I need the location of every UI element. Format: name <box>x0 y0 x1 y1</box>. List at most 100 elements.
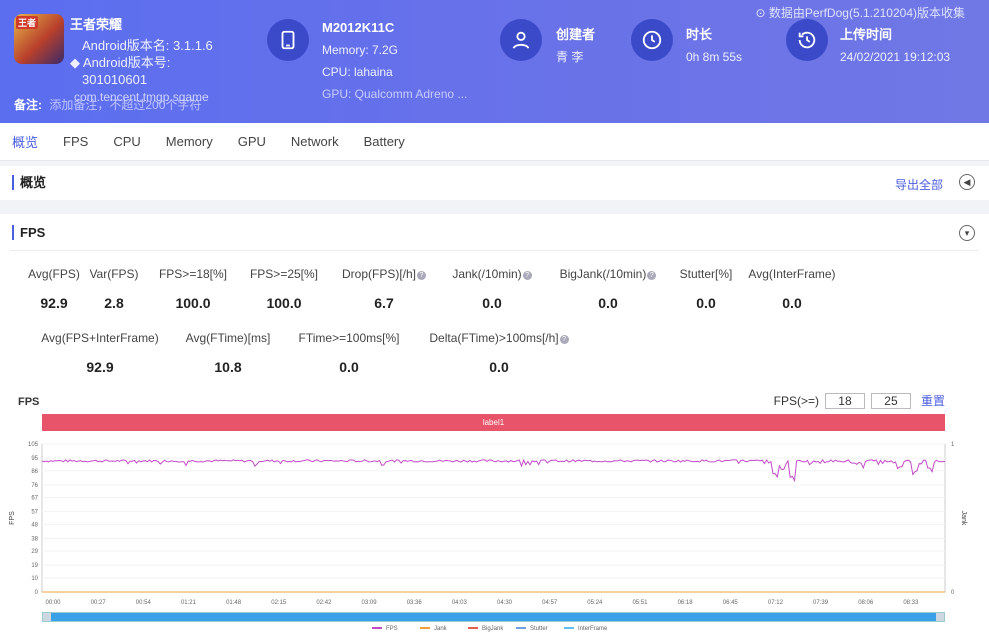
y2-tick-label: 1 <box>951 442 955 448</box>
reset-button[interactable]: 重置 <box>920 394 945 408</box>
x-tick-label: 07:39 <box>813 600 829 606</box>
x-tick-label: 02:42 <box>316 600 332 606</box>
creator-value: 青 李 <box>556 50 584 64</box>
metric-label: Stutter[%] <box>679 267 733 281</box>
metric: Stutter[%] 0.0 <box>670 267 742 311</box>
metric: Var(FPS) 2.8 <box>80 267 148 311</box>
fps-filter-input-2[interactable]: 25 <box>870 392 911 409</box>
x-tick-label: 02:15 <box>271 600 287 606</box>
duration-title: 时长 <box>686 27 713 42</box>
help-icon[interactable]: ? <box>417 271 426 280</box>
tab-bar: 概览 FPS CPU Memory GPU Network Battery <box>0 123 989 161</box>
upload-title: 上传时间 <box>840 27 893 42</box>
app-icon: 王者 <box>14 14 64 64</box>
fps-filter-input-1[interactable]: 18 <box>824 392 865 409</box>
y-tick-label: 57 <box>31 510 38 516</box>
upload-info: 上传时间 24/02/2021 19:12:03 <box>840 24 950 68</box>
tab-battery[interactable]: Battery <box>363 134 405 149</box>
creator-title: 创建者 <box>556 27 596 42</box>
tab-gpu[interactable]: GPU <box>237 134 266 149</box>
app-name: 王者荣耀 <box>70 17 123 32</box>
legend-label: BigJank <box>482 626 504 632</box>
tab-memory[interactable]: Memory <box>165 134 213 149</box>
x-tick-label: 03:36 <box>407 600 423 606</box>
overview-panel: 概览 导出全部 ◀ <box>0 166 989 200</box>
y-tick-label: 19 <box>31 563 38 569</box>
user-icon <box>500 19 542 61</box>
metric-value: 0.0 <box>696 295 716 311</box>
y-tick-label: 105 <box>28 442 39 448</box>
metric-value: 92.9 <box>86 359 114 375</box>
fps-filter: FPS(>=) 18 25 重置 <box>774 392 945 409</box>
expand-icon[interactable]: ▾ <box>959 225 975 241</box>
metric-value: 0.0 <box>339 359 359 375</box>
y-tick-label: 86 <box>31 469 38 475</box>
x-tick-label: 04:30 <box>497 600 513 606</box>
x-tick-label: 04:57 <box>542 600 558 606</box>
y-tick-label: 29 <box>31 549 38 555</box>
metric-label: FTime>=100ms[%] <box>298 331 400 345</box>
x-tick-label: 05:51 <box>632 600 648 606</box>
metric: Avg(FPS) 92.9 <box>28 267 80 311</box>
x-tick-label: 04:03 <box>452 600 468 606</box>
fps-series-line <box>41 458 946 483</box>
metric: Avg(InterFrame) 0.0 <box>742 267 842 311</box>
x-tick-label: 00:27 <box>91 600 107 606</box>
metric-value: 6.7 <box>374 295 394 311</box>
metric-value: 100.0 <box>175 295 211 311</box>
android-version: Android版本名: 3.1.1.6 <box>82 38 213 53</box>
metric-label: FPS>=25[%] <box>249 267 319 281</box>
divider <box>10 250 979 251</box>
x-tick-label: 08:06 <box>858 600 874 606</box>
metric-label: Avg(FPS) <box>28 267 80 281</box>
collapse-icon[interactable]: ◀ <box>959 174 975 190</box>
x-tick-label: 03:09 <box>362 600 378 606</box>
device-cpu: CPU: lahaina <box>322 65 393 79</box>
device-info: M2012K11C Memory: 7.2G CPU: lahaina GPU:… <box>322 17 467 105</box>
help-icon[interactable]: ? <box>559 335 569 344</box>
metric-value: 0.0 <box>489 359 509 375</box>
note-input[interactable]: 添加备注，不超过200个字符 <box>49 98 202 112</box>
plot-area <box>41 443 946 593</box>
metrics-row-2: Avg(FPS+InterFrame) 92.9 Avg(FTime)[ms] 10.… <box>28 331 584 375</box>
tab-cpu[interactable]: CPU <box>113 134 141 149</box>
y-axis-label: FPS <box>9 511 16 525</box>
scrollbar-handle-left[interactable] <box>43 613 51 621</box>
metric-value: 10.8 <box>214 359 242 375</box>
label-band[interactable]: label1 <box>42 414 945 431</box>
metric-label: FPS>=18[%] <box>158 267 228 281</box>
note-label: 备注: <box>14 98 42 112</box>
tab-fps[interactable]: FPS <box>63 134 89 149</box>
metric: FPS>=25[%] 100.0 <box>238 267 330 311</box>
metric: Drop(FPS)[/h]? 6.7 <box>330 267 438 311</box>
metric-value: 0.0 <box>782 295 802 311</box>
metric-value: 0.0 <box>482 295 502 311</box>
creator-info: 创建者 青 李 <box>556 24 595 68</box>
history-icon <box>786 19 828 61</box>
export-all-button[interactable]: 导出全部 <box>894 178 943 192</box>
tab-overview[interactable]: 概览 <box>12 135 39 150</box>
metric-value: 92.9 <box>40 295 68 311</box>
x-tick-label: 01:21 <box>181 600 197 606</box>
clock-icon <box>631 19 673 61</box>
metric: Avg(FPS+InterFrame) 92.9 <box>28 331 172 375</box>
fps-panel: FPS ▾ Avg(FPS) 92.9 Var(FPS) 2.8 FPS>=18[%] 1… <box>0 214 989 635</box>
device-gpu: GPU: Qualcomm Adreno ... <box>322 87 468 101</box>
chart-scrollbar[interactable] <box>42 612 945 622</box>
x-tick-label: 07:12 <box>768 600 784 606</box>
metrics-row-1: Avg(FPS) 92.9 Var(FPS) 2.8 FPS>=18[%] 100.0 FP… <box>28 267 842 311</box>
y-tick-label: 10 <box>31 576 38 582</box>
legend-label: InterFrame <box>578 626 608 632</box>
help-icon[interactable]: ? <box>522 271 532 280</box>
tab-network[interactable]: Network <box>290 134 339 149</box>
metric-value: 0.0 <box>598 295 618 311</box>
chart-title: FPS <box>18 396 40 408</box>
help-icon[interactable]: ? <box>647 271 657 280</box>
metric: Avg(FTime)[ms] 10.8 <box>172 331 284 375</box>
x-tick-label: 00:00 <box>45 600 61 606</box>
metric: Delta(FTime)>100ms[/h]? 0.0 <box>414 331 584 375</box>
duration-info: 时长 0h 8m 55s <box>686 24 742 68</box>
scrollbar-handle-right[interactable] <box>936 613 944 621</box>
y-tick-label: 38 <box>31 536 38 542</box>
metric-value: 2.8 <box>104 295 124 311</box>
